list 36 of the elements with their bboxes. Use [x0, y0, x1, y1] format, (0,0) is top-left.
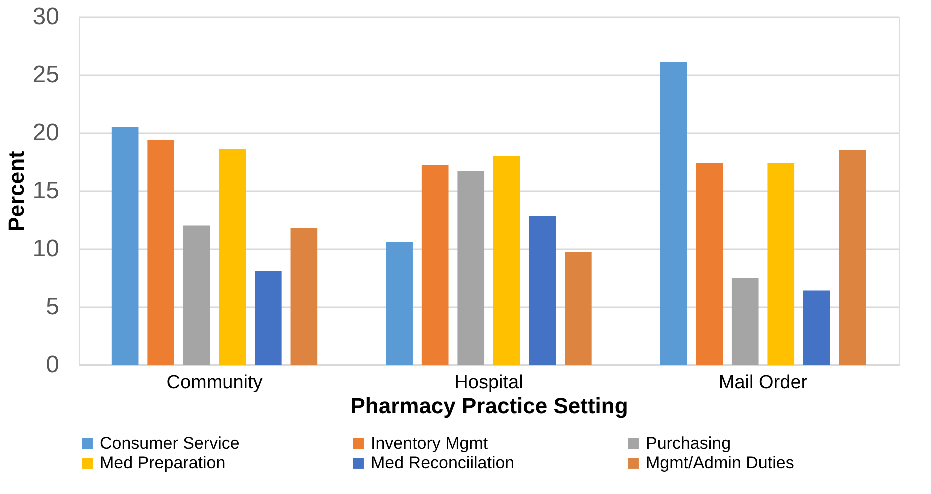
y-tick-label: 30: [32, 4, 60, 30]
bar: [148, 140, 175, 365]
bar: [386, 242, 413, 365]
y-tick-label: 10: [32, 236, 60, 262]
legend-label: Inventory Mgmt: [371, 434, 488, 453]
bar: [529, 216, 556, 365]
y-tick-label: 5: [46, 294, 60, 320]
legend-label: Consumer Service: [100, 434, 240, 453]
legend-label: Purchasing: [646, 434, 732, 453]
bar: [219, 149, 246, 365]
bar: [660, 62, 688, 365]
bar: [732, 278, 759, 365]
bar: [768, 163, 795, 365]
y-tick-label: 25: [32, 62, 60, 88]
x-axis-title: Pharmacy Practice Setting: [350, 394, 628, 418]
y-axis-title: Percent: [4, 150, 29, 232]
bar: [290, 228, 318, 365]
y-tick-label: 15: [32, 178, 60, 204]
x-tick-label: Community: [166, 372, 264, 394]
bar: [839, 150, 866, 365]
bar: [112, 127, 139, 365]
x-tick-label: Hospital: [454, 372, 524, 394]
bar: [422, 165, 449, 365]
bar: [565, 252, 592, 365]
y-tick-label: 20: [32, 120, 60, 146]
y-tick-label: 0: [46, 352, 60, 378]
bar: [493, 156, 520, 365]
bar: [696, 163, 724, 365]
legend-label: Med Reconciilation: [371, 454, 515, 472]
bar: [183, 226, 210, 365]
x-tick-label: Mail Order: [718, 372, 808, 394]
bar: [458, 171, 485, 365]
bar: [254, 271, 282, 365]
legend-label: Mgmt/Admin Duties: [646, 454, 794, 472]
bar: [803, 290, 830, 365]
legend-label: Med Preparation: [100, 454, 226, 472]
